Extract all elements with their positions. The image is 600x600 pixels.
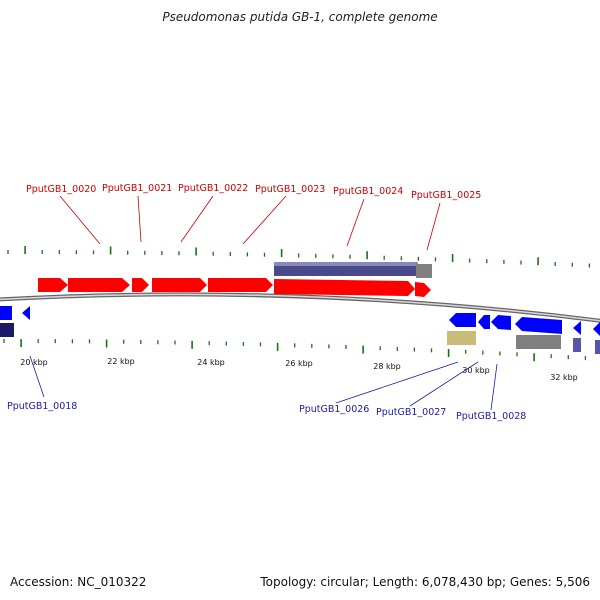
scale-labels: 20 kbp 22 kbp 24 kbp 26 kbp 28 kbp 30 kb… [20,357,578,382]
leader-PputGB1_0025 [426,202,441,251]
bottom-tick-row [3,339,587,362]
top-tick-row [7,246,591,268]
gene-PputGB1_0018[interactable] [22,306,30,320]
gene-PputGB1_0024[interactable] [208,278,273,292]
gene-PputGB1_0020[interactable] [38,278,68,292]
gene-PputGB1_0030[interactable] [573,321,581,335]
accession-text: Accession: NC_010322 [10,575,147,589]
feature-khaki-bar[interactable] [447,331,476,345]
upper-feature-track [274,262,432,278]
gene-PputGB1_0025[interactable] [274,279,415,296]
label-PputGB1_0022[interactable]: PputGB1_0022 [178,183,248,194]
feature-slate-highlight [274,262,418,266]
gene-PputGB1_0025b[interactable] [415,282,431,297]
leader-PputGB1_0022 [180,195,214,243]
gene-PputGB1_0026[interactable] [449,313,476,327]
scale-label-30: 30 kbp [462,366,490,375]
label-PputGB1_0020[interactable]: PputGB1_0020 [26,184,96,195]
feature-navy-right-2[interactable] [595,340,600,354]
feature-navy-right[interactable] [573,338,581,352]
leader-PputGB1_0023 [242,195,287,245]
gene-PputGB1_0022[interactable] [132,278,149,292]
label-PputGB1_0028[interactable]: PputGB1_0028 [456,411,526,422]
feature-navy-left[interactable] [0,323,14,337]
genome-backbone-inner [0,293,600,322]
feature-gray-bar-2[interactable] [516,335,561,349]
gene-PputGB1_0028[interactable] [491,315,511,330]
scale-label-28: 28 kbp [373,362,401,371]
leader-PputGB1_0020 [59,195,101,245]
scale-label-24: 24 kbp [197,358,225,367]
forward-labels: PputGB1_0020 PputGB1_0021 PputGB1_0022 P… [26,183,481,251]
label-PputGB1_0026[interactable]: PputGB1_0026 [299,404,369,415]
leader-PputGB1_0026 [335,361,459,404]
leader-PputGB1_0021 [137,195,142,243]
gene-PputGB1_0027[interactable] [478,315,490,329]
scale-label-22: 22 kbp [107,357,135,366]
label-PputGB1_0027[interactable]: PputGB1_0027 [376,407,446,418]
reverse-labels: PputGB1_0018 PputGB1_0026 PputGB1_0027 P… [7,355,526,422]
feature-gray-bar[interactable] [416,264,432,278]
leader-PputGB1_0018 [29,355,45,398]
forward-gene-track [38,278,431,297]
gene-PputGB1_0017[interactable] [0,306,12,320]
leader-PputGB1_0024 [346,198,365,247]
genome-summary-text: Topology: circular; Length: 6,078,430 bp… [260,575,590,589]
scale-label-32: 32 kbp [550,373,578,382]
label-PputGB1_0023[interactable]: PputGB1_0023 [255,184,325,195]
label-PputGB1_0024[interactable]: PputGB1_0024 [333,186,403,197]
label-PputGB1_0025[interactable]: PputGB1_0025 [411,190,481,201]
gene-PputGB1_0021[interactable] [68,278,130,292]
gene-PputGB1_0023[interactable] [152,278,207,292]
gene-PputGB1_0029[interactable] [515,317,562,334]
reverse-gene-track [0,306,600,354]
label-PputGB1_0018[interactable]: PputGB1_0018 [7,401,77,412]
gene-PputGB1_0031[interactable] [593,322,600,336]
leader-PputGB1_0028 [490,363,498,411]
scale-label-26: 26 kbp [285,359,313,368]
label-PputGB1_0021[interactable]: PputGB1_0021 [102,183,172,194]
leader-PputGB1_0027 [409,361,479,407]
map-title: Pseudomonas putida GB-1, complete genome [162,10,438,24]
scale-label-20: 20 kbp [20,358,48,367]
